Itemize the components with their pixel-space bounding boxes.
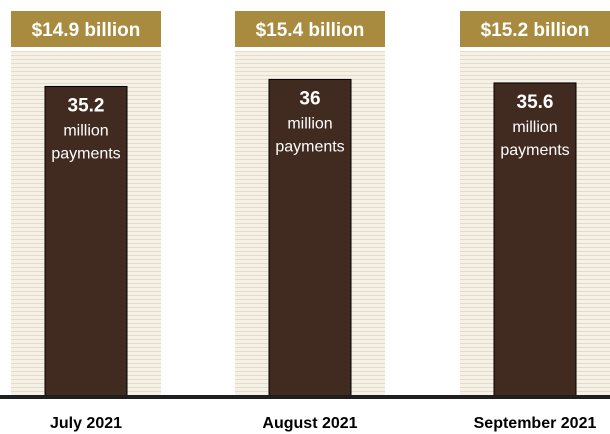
amount-label: $15.2 billion (481, 20, 590, 41)
bar (493, 82, 577, 398)
bar-unit-label: payments (51, 145, 120, 162)
amount-header (11, 11, 161, 47)
bar-value-label: 36 (299, 88, 320, 109)
category-label: July 2021 (50, 415, 122, 432)
bar-value-label: 35.2 (68, 95, 105, 116)
bar-unit-label: million (287, 115, 332, 132)
amount-label: $15.4 billion (256, 20, 365, 41)
bar-unit-label: payments (275, 138, 344, 155)
category-label: August 2021 (262, 415, 357, 432)
bar-unit-label: payments (500, 142, 569, 159)
bar (268, 78, 352, 398)
bar-unit-label: million (512, 119, 557, 136)
bar-value-label: 35.6 (517, 92, 554, 113)
amount-header (460, 11, 610, 47)
bar (44, 85, 128, 398)
bar-unit-label: million (63, 122, 108, 139)
category-label: September 2021 (474, 415, 597, 432)
amount-label: $14.9 billion (32, 20, 141, 41)
amount-header (235, 11, 385, 47)
